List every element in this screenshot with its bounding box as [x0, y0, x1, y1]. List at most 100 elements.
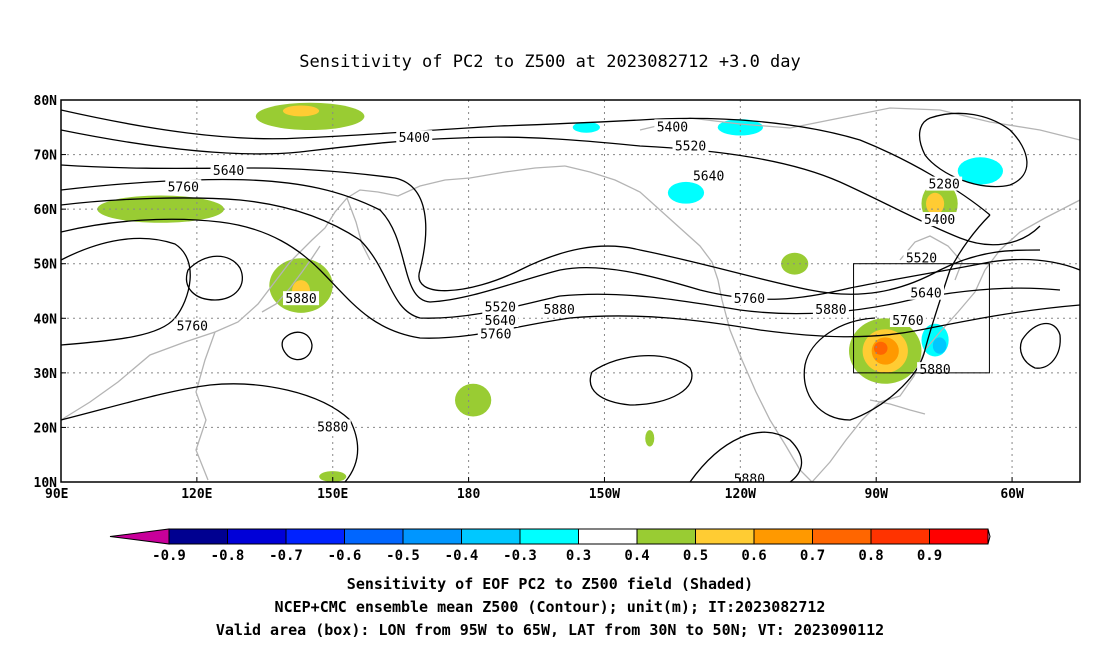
shaded-patch [957, 157, 1004, 185]
contour-line [185, 255, 243, 301]
contour-label: 5760 [480, 328, 511, 343]
contour-line [689, 431, 803, 482]
coastline-hudson [899, 235, 963, 281]
valid-area-box [853, 263, 990, 374]
colorbar-label: -0.7 [269, 548, 303, 564]
colorbar-swatch [870, 528, 930, 545]
shaded-patch [932, 337, 947, 354]
lat-label: 20N [34, 421, 58, 436]
contour-line [61, 218, 1080, 339]
colorbar-swatch [929, 528, 989, 545]
contour-label: 5880 [734, 472, 765, 487]
contour-label: 5880 [317, 420, 348, 435]
lat-label: 10N [34, 476, 58, 491]
contour-label-bg [654, 119, 691, 134]
contour-line [61, 237, 191, 346]
coastline-cuba [869, 399, 926, 415]
coastlines [61, 107, 1080, 482]
contour-label-bg [174, 318, 211, 333]
coastline-kamchatka [346, 197, 371, 261]
shaded-patch [645, 430, 655, 447]
contour-label: 5880 [919, 363, 950, 378]
contour-label: 5760 [734, 292, 765, 307]
shaded-patch [97, 195, 225, 223]
colorbar-swatch [695, 528, 755, 545]
lon-label: 120W [725, 487, 756, 502]
coastline-se-asia [195, 331, 216, 481]
contour-line [589, 355, 693, 406]
lat-label: 80N [34, 94, 58, 109]
shaded-patch [667, 181, 705, 204]
contour-label-bg [889, 313, 926, 328]
contour-label: 5640 [213, 164, 244, 179]
contour-label: 5400 [657, 120, 688, 135]
contour-label: 5400 [924, 213, 955, 228]
colorbar-label: 0.4 [624, 548, 649, 564]
colorbar-label: -0.3 [503, 548, 537, 564]
contour-label-bg [482, 299, 519, 314]
contour-label-bg [731, 291, 768, 306]
z500-contours [61, 109, 1080, 482]
colorbar-label: -0.8 [211, 548, 245, 564]
contour-label-bg [690, 168, 727, 183]
shaded-patch [873, 341, 888, 355]
colorbar-label: -0.5 [386, 548, 420, 564]
colorbar-swatch [519, 528, 579, 545]
lat-label: 60N [34, 203, 58, 218]
figure-title: Sensitivity of PC2 to Z500 at 2023082712… [299, 52, 801, 72]
lon-label: 150W [589, 487, 620, 502]
contour-label: 5760 [177, 319, 208, 334]
contour-label-bg [541, 302, 578, 317]
caption-block: Sensitivity of EOF PC2 to Z500 field (Sh… [216, 575, 884, 639]
contour-line [918, 112, 1028, 188]
lat-label: 30N [34, 367, 58, 382]
contour-label: 5280 [928, 178, 959, 193]
contour-label: 5520 [485, 300, 516, 315]
gridlines [61, 100, 1080, 482]
contour-label-bg [314, 419, 351, 434]
lat-label: 70N [34, 149, 58, 164]
contour-label-bg [926, 176, 963, 191]
lon-label: 120E [181, 487, 212, 502]
lon-label: 60W [1000, 487, 1024, 502]
contour-label-bg [921, 212, 958, 227]
map-panel: 5400564057605880576055205640576058805400… [34, 94, 1081, 502]
latitude-labels: 80N 70N 60N 50N 40N 30N 20N 10N [34, 94, 66, 491]
shaded-patch [455, 383, 492, 417]
lon-label: 180 [457, 487, 481, 502]
shaded-patch [319, 471, 347, 482]
shaded-patch [282, 105, 320, 117]
contour-label-bg [731, 471, 768, 482]
colorbar-swatch [344, 528, 404, 545]
contour-label-bg [903, 250, 940, 265]
colorbar-swatch [227, 528, 287, 545]
caption-line-3: Valid area (box): LON from 95W to 65W, L… [216, 621, 884, 639]
colorbar-over-triangle [987, 528, 991, 545]
contour-label: 5760 [168, 180, 199, 195]
coastline-east-canada [974, 199, 1080, 293]
contour-line [61, 383, 359, 482]
contour-label: 5520 [675, 139, 706, 154]
contour-label: 5760 [892, 314, 923, 329]
colorbar-swatch [753, 528, 813, 545]
lon-label: 90W [864, 487, 888, 502]
lon-label: 90E [45, 487, 68, 502]
contour-line [1019, 322, 1061, 369]
contour-label-bg [283, 291, 320, 306]
contour-label-bg [908, 285, 945, 300]
contour-labels: 5400564057605880576055205640576058805400… [165, 119, 963, 487]
colorbar-label: 0.3 [566, 548, 591, 564]
contour-label-bg [812, 302, 849, 317]
colorbar-swatch [461, 528, 521, 545]
colorbar-swatch [812, 528, 872, 545]
contour-label-bg [482, 313, 519, 328]
contour-line [61, 129, 1041, 246]
colorbar-swatch [578, 528, 638, 545]
colorbar-swatch [285, 528, 345, 545]
longitude-labels: 90E 120E 150E 180 150W 120W 90W 60W [45, 477, 1024, 502]
contour-label-bg [165, 179, 202, 194]
contour-line [61, 109, 991, 216]
colorbar-swatch [168, 528, 228, 545]
colorbar-swatch [402, 528, 462, 545]
